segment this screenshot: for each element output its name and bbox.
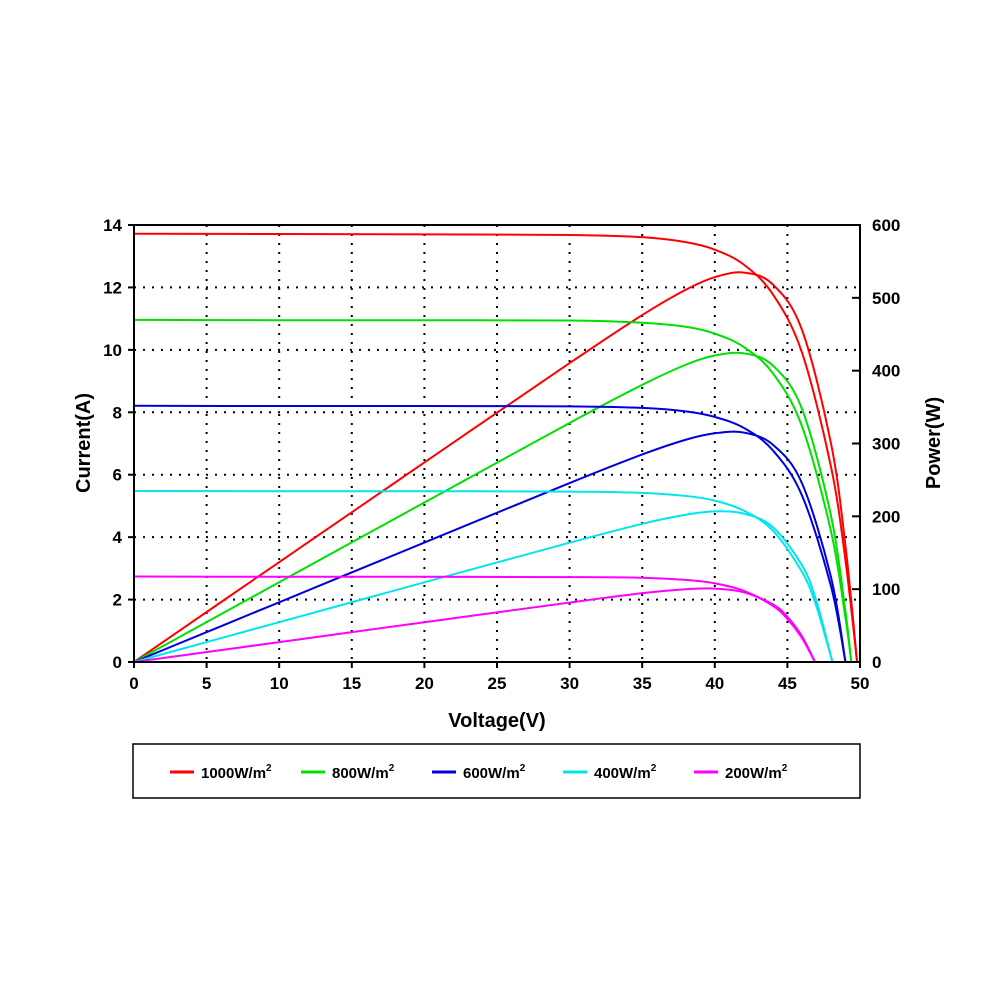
y2-tick-label: 300 xyxy=(872,435,900,454)
legend-box xyxy=(132,743,861,799)
x-tick-label: 30 xyxy=(560,674,579,693)
curves xyxy=(133,232,859,663)
y2-axis-label: Power(W) xyxy=(923,397,945,489)
legend-label: 400W/m2 xyxy=(594,763,657,782)
grid xyxy=(134,225,860,662)
x-tick-label: 40 xyxy=(705,674,724,693)
legend: 1000W/m2 800W/m2 600W/m2 400W/m2 200W/m2 xyxy=(170,763,788,782)
x-tick-label: 45 xyxy=(778,674,797,693)
x-tick-label: 20 xyxy=(415,674,434,693)
y2-tick-label: 600 xyxy=(872,216,900,235)
x-axis-label: Voltage(V) xyxy=(448,710,545,732)
x-tick-label: 5 xyxy=(202,674,211,693)
iv-curve-0 xyxy=(133,232,859,663)
x-tick-label: 35 xyxy=(633,674,652,693)
pv-curve-0 xyxy=(133,271,859,663)
pv-curve-1 xyxy=(133,351,853,663)
y-tick-label: 4 xyxy=(113,528,123,547)
pv-curve-4 xyxy=(133,587,816,663)
y-tick-label: 0 xyxy=(113,653,122,672)
y-axis-label: Current(A) xyxy=(73,393,95,493)
y-tick-label: 12 xyxy=(103,278,122,297)
x-tick-label: 25 xyxy=(488,674,507,693)
y2-tick-label: 100 xyxy=(872,580,900,599)
iv-curve-2 xyxy=(133,404,847,663)
x-tick-label: 15 xyxy=(342,674,361,693)
legend-label: 200W/m2 xyxy=(725,763,788,782)
y-tick-label: 8 xyxy=(113,403,122,422)
x-tick-label: 50 xyxy=(851,674,870,693)
pv-curve-3 xyxy=(133,510,834,663)
legend-label: 800W/m2 xyxy=(332,763,395,782)
y-tick-label: 14 xyxy=(103,216,122,235)
y-tick-label: 6 xyxy=(113,466,122,485)
legend-label: 600W/m2 xyxy=(463,763,526,782)
y2-tick-label: 0 xyxy=(872,653,881,672)
iv-curve-3 xyxy=(133,489,834,663)
y2-tick-label: 500 xyxy=(872,289,900,308)
x-tick-label: 10 xyxy=(270,674,289,693)
legend-label: 1000W/m2 xyxy=(201,763,272,782)
y-tick-label: 2 xyxy=(113,591,122,610)
plot-frame xyxy=(133,224,861,663)
ticks: 0 5 10 15 20 25 30 35 40 45 5002468101214010020030… xyxy=(103,216,900,693)
y2-tick-label: 200 xyxy=(872,507,900,526)
iv-curve-4 xyxy=(133,575,816,663)
y2-tick-label: 400 xyxy=(872,362,900,381)
x-tick-label: 0 xyxy=(129,674,138,693)
y-tick-label: 10 xyxy=(103,341,122,360)
iv-curve-1 xyxy=(133,318,853,663)
